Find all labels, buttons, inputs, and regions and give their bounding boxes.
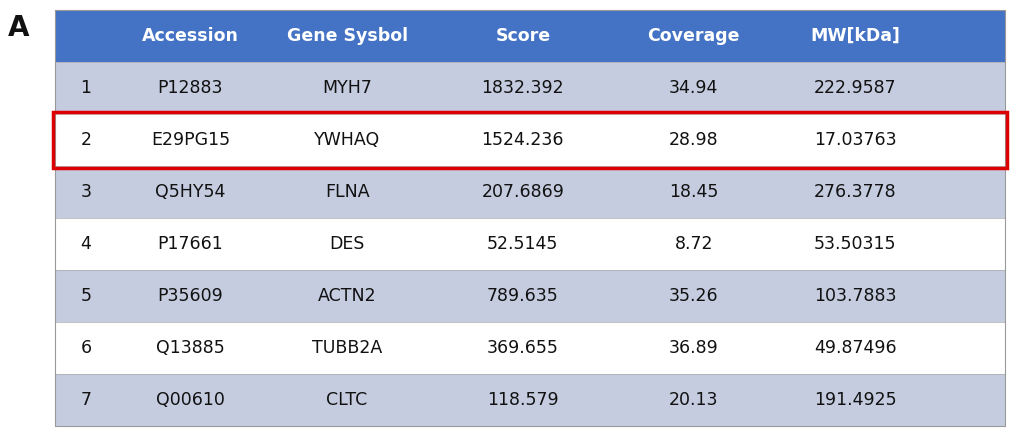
Bar — [55, 270, 1004, 322]
Text: P35609: P35609 — [157, 287, 223, 305]
Text: Gene Sysbol: Gene Sysbol — [286, 27, 408, 45]
Text: P17661: P17661 — [157, 235, 223, 253]
Text: YWHAQ: YWHAQ — [314, 131, 380, 149]
Text: 222.9587: 222.9587 — [813, 79, 896, 97]
Text: FLNA: FLNA — [324, 183, 369, 201]
Text: 4: 4 — [81, 235, 92, 253]
Text: DES: DES — [329, 235, 365, 253]
Text: Q13885: Q13885 — [156, 339, 224, 357]
Text: 7: 7 — [81, 391, 92, 409]
Text: Q5HY54: Q5HY54 — [155, 183, 225, 201]
Text: 17.03763: 17.03763 — [813, 131, 896, 149]
Bar — [53, 112, 1006, 168]
Text: Score: Score — [495, 27, 550, 45]
Text: 103.7883: 103.7883 — [813, 287, 896, 305]
Text: 52.5145: 52.5145 — [487, 235, 558, 253]
Bar — [55, 374, 1004, 426]
Text: 53.50315: 53.50315 — [813, 235, 896, 253]
Text: Coverage: Coverage — [647, 27, 740, 45]
Text: 20.13: 20.13 — [668, 391, 718, 409]
Text: CLTC: CLTC — [326, 391, 368, 409]
Text: 207.6869: 207.6869 — [481, 183, 564, 201]
Text: Accession: Accession — [142, 27, 238, 45]
Text: MW[kDa]: MW[kDa] — [810, 27, 900, 45]
Text: 118.579: 118.579 — [487, 391, 558, 409]
Text: 1832.392: 1832.392 — [481, 79, 564, 97]
Text: 36.89: 36.89 — [668, 339, 718, 357]
Text: 8.72: 8.72 — [674, 235, 712, 253]
Text: 6: 6 — [81, 339, 92, 357]
Bar — [55, 322, 1004, 374]
Bar — [55, 10, 1004, 62]
Text: MYH7: MYH7 — [322, 79, 372, 97]
Bar — [55, 62, 1004, 114]
Bar — [55, 218, 1004, 270]
Text: 1524.236: 1524.236 — [481, 131, 564, 149]
Text: 789.635: 789.635 — [486, 287, 558, 305]
Text: 35.26: 35.26 — [668, 287, 718, 305]
Text: 3: 3 — [81, 183, 92, 201]
Bar — [55, 166, 1004, 218]
Text: 49.87496: 49.87496 — [813, 339, 896, 357]
Text: 369.655: 369.655 — [486, 339, 558, 357]
Text: 191.4925: 191.4925 — [813, 391, 896, 409]
Text: 5: 5 — [81, 287, 92, 305]
Text: P12883: P12883 — [158, 79, 223, 97]
Text: 34.94: 34.94 — [668, 79, 717, 97]
Text: 28.98: 28.98 — [668, 131, 718, 149]
Text: Q00610: Q00610 — [156, 391, 224, 409]
Text: 2: 2 — [81, 131, 92, 149]
Text: ACTN2: ACTN2 — [318, 287, 376, 305]
Text: A: A — [8, 14, 30, 42]
Text: TUBB2A: TUBB2A — [312, 339, 382, 357]
Text: 18.45: 18.45 — [668, 183, 717, 201]
Bar — [55, 114, 1004, 166]
Text: E29PG15: E29PG15 — [151, 131, 229, 149]
Text: 1: 1 — [81, 79, 92, 97]
Text: 276.3778: 276.3778 — [813, 183, 896, 201]
